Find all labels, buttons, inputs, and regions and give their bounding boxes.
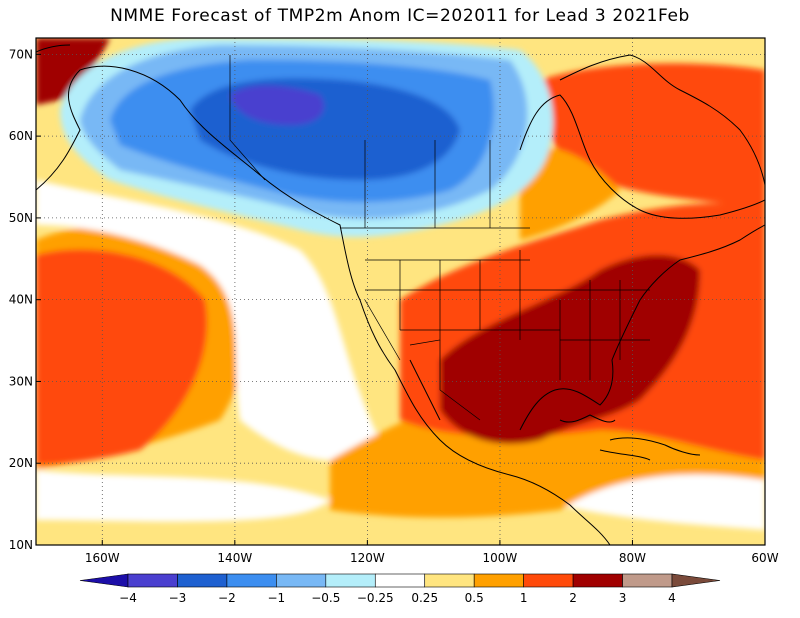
lon-tick-label: 100W (483, 551, 518, 565)
colorbar-label: −1 (268, 591, 286, 605)
lat-tick-label: 30N (9, 374, 33, 388)
lat-tick-label: 60N (9, 129, 33, 143)
colorbar-max-arrow (671, 573, 721, 588)
colorbar-min-arrow (79, 573, 129, 588)
colorbar-segment (226, 573, 277, 588)
coastlines (36, 44, 765, 545)
colorbar-segment (622, 573, 673, 588)
colorbar-segment (473, 573, 524, 588)
colorbar-label: −0.5 (311, 591, 340, 605)
colorbar-label: 2 (569, 591, 577, 605)
lon-tick-label: 160W (85, 551, 120, 565)
colorbar-label: −0.25 (357, 591, 394, 605)
colorbar-segment (127, 573, 178, 588)
colorbar-segment (276, 573, 327, 588)
lat-tick-label: 40N (9, 293, 33, 307)
colorbar-segment (424, 573, 475, 588)
colorbar-segment (523, 573, 574, 588)
colorbar-label: 0.25 (411, 591, 438, 605)
colorbar-label: 0.5 (465, 591, 484, 605)
axis-ticks: 160W 140W 120W 100W 80W 60W 10N 20N 30N 40N 50N 60N… (9, 47, 779, 565)
lon-tick-label: 80W (619, 551, 646, 565)
political-borders (229, 55, 650, 421)
colorbar-segment (325, 573, 376, 588)
colorbar-label: 3 (619, 591, 627, 605)
lon-tick-label: 140W (217, 551, 252, 565)
colorbar-label: 1 (520, 591, 528, 605)
colorbar-segment (177, 573, 228, 588)
colorbar-label: −3 (169, 591, 187, 605)
colorbar-segment (572, 573, 623, 588)
map-title: NMME Forecast of TMP2m Anom IC=202011 fo… (110, 6, 690, 26)
colorbar-label: −4 (119, 591, 137, 605)
lat-tick-label: 50N (9, 211, 33, 225)
colorbar-segment (374, 573, 426, 588)
colorbar: −4 −3 −2 −1 −0.5 −0.25 0.25 0.5 1 2 3 4 (79, 573, 721, 605)
anomaly-field (36, 38, 765, 545)
lat-tick-label: 70N (9, 47, 33, 61)
colorbar-label: −2 (218, 591, 236, 605)
lon-tick-label: 120W (350, 551, 385, 565)
lon-tick-label: 60W (751, 551, 778, 565)
map-frame (35, 37, 766, 546)
lat-tick-label: 20N (9, 456, 33, 470)
lat-tick-label: 10N (9, 538, 33, 552)
colorbar-label: 4 (668, 591, 676, 605)
